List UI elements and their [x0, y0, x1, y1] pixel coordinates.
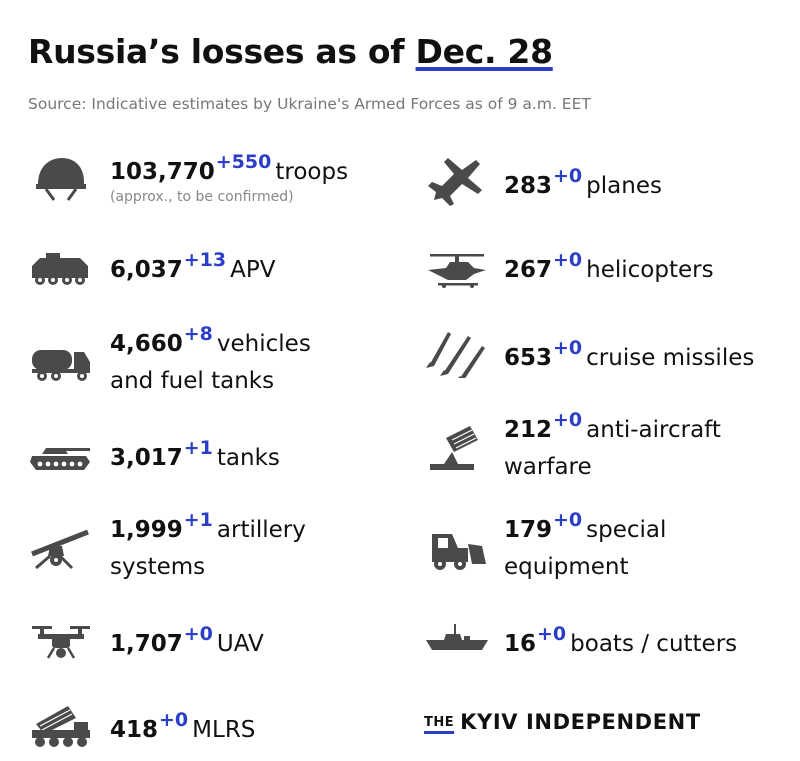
mlrs-label: MLRS	[192, 717, 256, 743]
planes-delta: +0	[553, 165, 583, 187]
helicopters-label: helicopters	[586, 257, 714, 283]
uav-value: 1,707	[110, 631, 183, 657]
uav-label: UAV	[216, 631, 264, 657]
artillery-delta: +1	[183, 509, 213, 531]
apv-value: 6,037	[110, 257, 183, 283]
tanks-delta: +1	[183, 437, 213, 459]
boats-delta: +0	[537, 623, 567, 645]
troops-delta: +550	[215, 151, 272, 173]
artillery-icon	[28, 524, 94, 574]
troops-note: (approx., to be confirmed)	[110, 189, 294, 205]
brand-name: KYIV INDEPENDENT	[460, 710, 701, 734]
title-date: Dec. 28	[415, 32, 553, 71]
cruise-missiles-value: 653	[504, 345, 553, 371]
troops-value: 103,770	[110, 159, 215, 185]
missile-icon	[424, 328, 490, 380]
mlrs-icon	[28, 700, 94, 750]
helicopter-icon	[424, 246, 490, 296]
anti-aircraft-label: anti-aircraft	[586, 417, 721, 443]
artillery-value: 1,999	[110, 517, 183, 543]
vehicles-value: 4,660	[110, 331, 183, 357]
troops-label: troops	[275, 159, 349, 185]
special-equipment-delta: +0	[553, 509, 583, 531]
helicopters-delta: +0	[553, 249, 583, 271]
artillery-label: artillery	[216, 517, 306, 543]
plane-icon	[424, 156, 490, 206]
artillery-label-line2: systems	[110, 554, 206, 580]
helicopters-value: 267	[504, 257, 553, 283]
title-prefix: Russia’s losses as of	[28, 32, 405, 71]
drone-icon	[28, 616, 94, 666]
vehicles-label: vehicles	[216, 331, 311, 357]
brand-the: THE	[424, 715, 455, 730]
special-equipment-value: 179	[504, 517, 553, 543]
vehicles-label-line2: and fuel tanks	[110, 368, 275, 394]
tanks-value: 3,017	[110, 445, 183, 471]
tanks-label: tanks	[216, 445, 280, 471]
fuel-truck-icon	[28, 338, 94, 388]
boats-value: 16	[504, 631, 537, 657]
boat-icon	[424, 616, 490, 666]
apv-icon	[28, 246, 94, 296]
anti-aircraft-icon	[424, 424, 490, 474]
planes-value: 283	[504, 173, 553, 199]
helmet-icon	[28, 152, 94, 202]
cruise-missiles-label: cruise missiles	[586, 345, 755, 371]
mlrs-delta: +0	[159, 709, 189, 731]
cruise-missiles-delta: +0	[553, 337, 583, 359]
mlrs-value: 418	[110, 717, 159, 743]
special-equipment-label-line2: equipment	[504, 554, 629, 580]
planes-label: planes	[586, 173, 662, 199]
anti-aircraft-delta: +0	[553, 409, 583, 431]
page-title: Russia’s losses as of Dec. 28	[28, 32, 553, 71]
kyiv-independent-logo: THE KYIV INDEPENDENT	[424, 710, 701, 734]
uav-delta: +0	[183, 623, 213, 645]
special-equipment-label: special	[586, 517, 667, 543]
vehicles-delta: +8	[183, 323, 213, 345]
anti-aircraft-value: 212	[504, 417, 553, 443]
apv-delta: +13	[183, 249, 227, 271]
boats-label: boats / cutters	[570, 631, 738, 657]
anti-aircraft-label-line2: warfare	[504, 454, 592, 480]
source-note: Source: Indicative estimates by Ukraine'…	[28, 95, 591, 113]
tank-icon	[28, 432, 94, 482]
special-equipment-icon	[424, 524, 490, 574]
apv-label: APV	[230, 257, 276, 283]
